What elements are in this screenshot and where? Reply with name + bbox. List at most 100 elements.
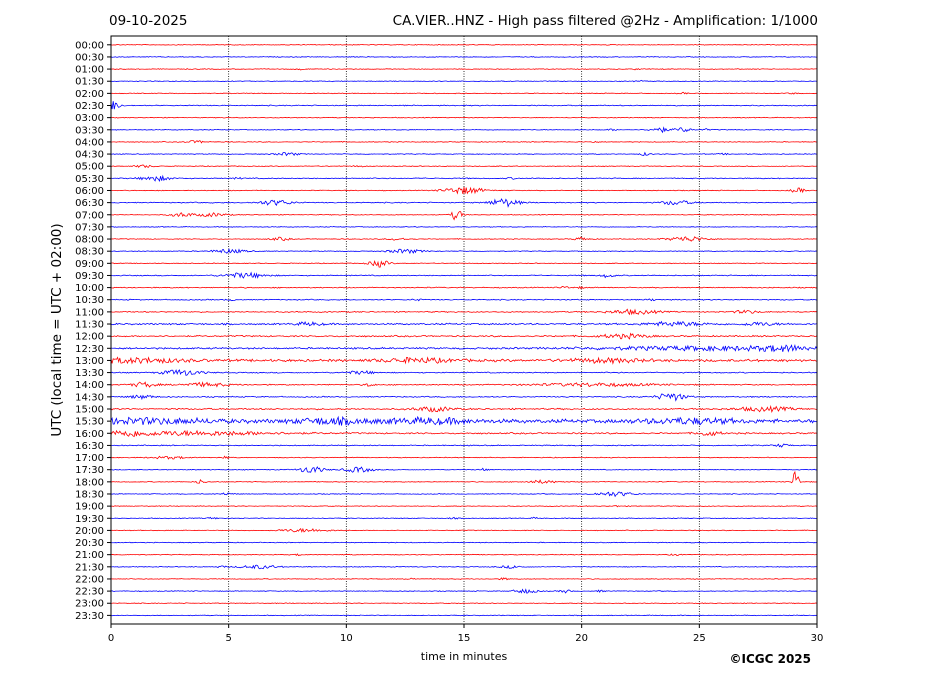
- trace-2030: [110, 541, 818, 544]
- y-tick-label: 09:00: [75, 259, 104, 270]
- y-tick-label: 20:30: [75, 538, 104, 549]
- trace-0430: [110, 151, 818, 157]
- y-tick-label: 13:30: [75, 368, 104, 379]
- x-tick-label: 30: [811, 633, 824, 644]
- date-label: 09-10-2025: [109, 13, 187, 29]
- trace-2000: [110, 527, 818, 533]
- trace-1730: [110, 466, 818, 474]
- trace-0400: [110, 140, 818, 144]
- trace-2200: [110, 577, 818, 581]
- y-tick-label: 04:00: [75, 137, 104, 148]
- y-tick-label: 12:00: [75, 332, 104, 343]
- y-tick-label: 00:00: [75, 40, 104, 51]
- trace-0700: [110, 211, 818, 221]
- x-axis-ticks: 0 5 10 15 20 25 30: [108, 624, 824, 644]
- trace-0130: [110, 79, 818, 83]
- x-axis-label: time in minutes: [421, 650, 508, 663]
- trace-1900: [110, 504, 818, 508]
- trace-1700: [110, 455, 818, 460]
- y-tick-label: 01:00: [75, 65, 104, 76]
- y-tick-label: 14:30: [75, 392, 104, 403]
- y-tick-label: 07:00: [75, 210, 104, 221]
- trace-1230: [110, 343, 818, 353]
- y-tick-label: 12:30: [75, 344, 104, 355]
- x-tick-label: 15: [458, 633, 471, 644]
- trace-0930: [110, 271, 818, 279]
- chart-title: CA.VIER..HNZ - High pass filtered @2Hz -…: [393, 13, 818, 29]
- y-tick-label: 03:30: [75, 125, 104, 136]
- trace-0200: [110, 91, 818, 95]
- y-tick-label: 05:30: [75, 174, 104, 185]
- trace-0230: [110, 101, 818, 110]
- trace-1030: [110, 298, 818, 302]
- trace-2300: [110, 602, 818, 605]
- trace-1930: [110, 516, 818, 520]
- trace-0600: [110, 186, 818, 195]
- y-tick-label: 02:30: [75, 101, 104, 112]
- grid-lines: [228, 36, 700, 624]
- trace-1500: [110, 404, 818, 413]
- trace-0000: [110, 43, 818, 46]
- trace-2130: [110, 564, 818, 570]
- y-tick-label: 16:30: [75, 441, 104, 452]
- y-tick-label: 00:30: [75, 52, 104, 63]
- y-tick-label: 13:00: [75, 356, 104, 367]
- trace-0330: [110, 126, 818, 134]
- trace-1530: [110, 415, 818, 426]
- y-tick-label: 02:00: [75, 89, 104, 100]
- trace-1330: [110, 369, 818, 376]
- y-tick-label: 17:30: [75, 465, 104, 476]
- y-tick-label: 11:30: [75, 320, 104, 331]
- trace-2230: [110, 588, 818, 594]
- trace-1630: [110, 443, 818, 448]
- trace-0530: [110, 174, 818, 182]
- y-tick-label: 14:00: [75, 380, 104, 391]
- y-tick-label: 10:00: [75, 283, 104, 294]
- trace-1100: [110, 308, 818, 316]
- y-tick-label: 06:30: [75, 198, 104, 209]
- y-tick-label: 11:00: [75, 307, 104, 318]
- y-tick-label: 06:00: [75, 186, 104, 197]
- seismic-traces: [110, 43, 818, 617]
- trace-1600: [110, 429, 818, 438]
- y-tick-label: 05:00: [75, 162, 104, 173]
- y-tick-label: 18:00: [75, 477, 104, 488]
- y-tick-label: 20:00: [75, 526, 104, 537]
- y-tick-label: 15:00: [75, 405, 104, 416]
- y-tick-label: 21:00: [75, 550, 104, 561]
- y-tick-label: 17:00: [75, 453, 104, 464]
- y-axis-label: UTC (local time = UTC + 02:00): [49, 223, 65, 436]
- trace-2100: [110, 553, 818, 557]
- y-tick-label: 22:00: [75, 574, 104, 585]
- trace-0500: [110, 164, 818, 169]
- y-tick-label: 18:30: [75, 489, 104, 500]
- x-tick-label: 0: [108, 633, 114, 644]
- trace-1000: [110, 285, 818, 290]
- y-tick-label: 23:30: [75, 611, 104, 622]
- trace-0900: [110, 260, 818, 268]
- trace-2330: [110, 614, 818, 617]
- y-tick-label: 03:00: [75, 113, 104, 124]
- trace-0730: [110, 226, 818, 228]
- x-tick-label: 5: [225, 633, 231, 644]
- x-tick-label: 10: [340, 633, 353, 644]
- y-tick-label: 21:30: [75, 562, 104, 573]
- y-tick-label: 23:00: [75, 599, 104, 610]
- trace-1130: [110, 320, 818, 327]
- trace-1800: [110, 470, 818, 484]
- y-tick-label: 08:30: [75, 247, 104, 258]
- trace-0300: [110, 116, 818, 119]
- y-tick-label: 08:00: [75, 235, 104, 246]
- trace-1430: [110, 393, 818, 402]
- x-tick-label: 20: [575, 633, 588, 644]
- y-tick-label: 19:00: [75, 502, 104, 513]
- trace-0630: [110, 198, 818, 208]
- trace-1830: [110, 491, 818, 498]
- y-tick-label: 22:30: [75, 587, 104, 598]
- y-tick-label: 01:30: [75, 77, 104, 88]
- y-tick-label: 16:00: [75, 429, 104, 440]
- y-tick-label: 04:30: [75, 150, 104, 161]
- x-tick-label: 25: [693, 633, 706, 644]
